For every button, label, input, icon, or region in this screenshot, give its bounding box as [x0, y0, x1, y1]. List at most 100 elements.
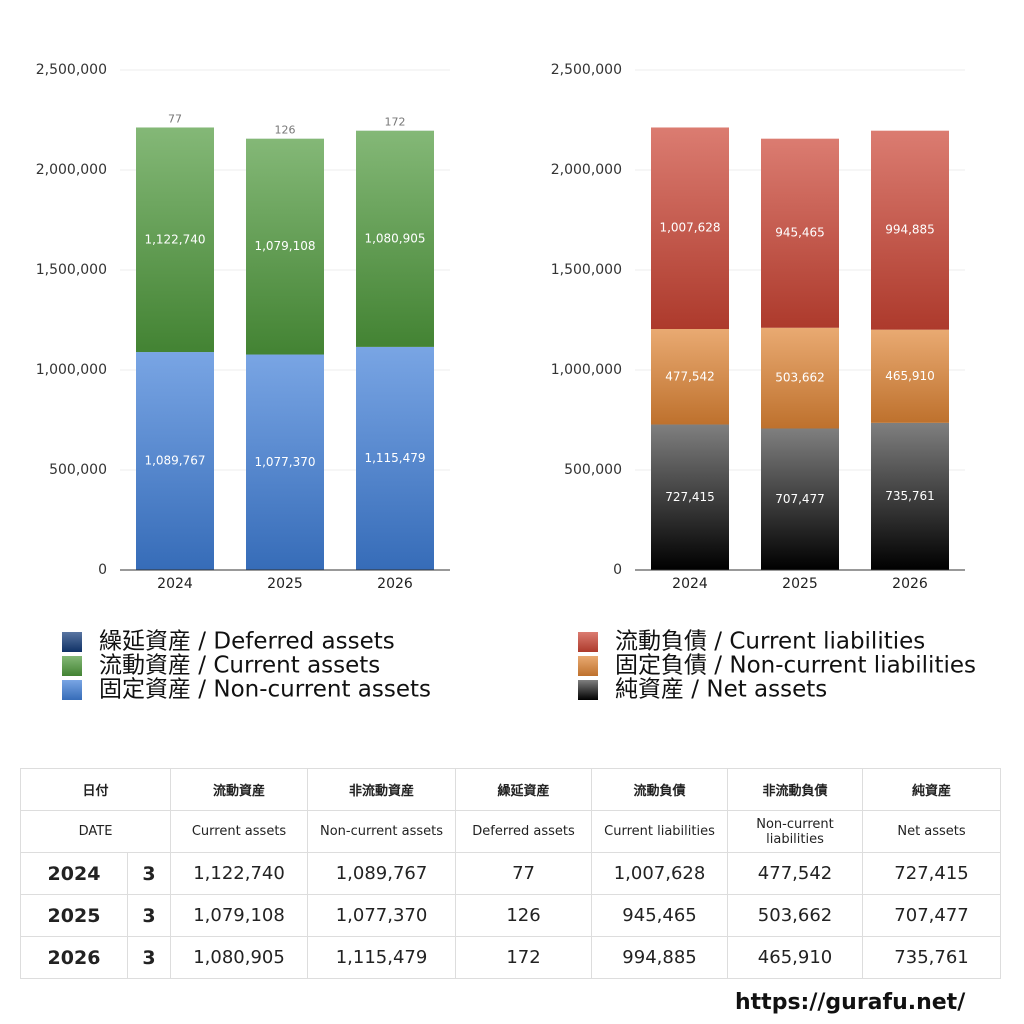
table-cell: 日付 [19, 768, 172, 811]
table-cell: 純資産 [862, 768, 1002, 811]
value-label: 1,007,628 [659, 221, 720, 235]
table-cell: 繰延資産 [455, 768, 593, 811]
bar-segment [136, 352, 214, 570]
value-label: 1,089,767 [144, 454, 205, 468]
y-tick-label: 500,000 [564, 462, 622, 478]
legend-swatch [62, 632, 82, 652]
bar-segment [651, 424, 729, 570]
value-label: 503,662 [775, 371, 825, 385]
value-label: 77 [168, 112, 182, 125]
value-label: 994,885 [885, 223, 935, 237]
legend-swatch [578, 680, 598, 700]
table-cell: 流動負債 [591, 768, 729, 811]
table-cell: 3 [126, 894, 172, 937]
bar-segment [246, 354, 324, 570]
y-tick-label: 1,000,000 [36, 362, 107, 378]
table-cell: 126 [455, 894, 593, 937]
bar-segment [136, 127, 214, 353]
table-cell: 727,415 [862, 852, 1002, 895]
value-label: 1,080,905 [364, 231, 425, 245]
bar-segment [651, 329, 729, 425]
legend-swatch [578, 632, 598, 652]
table-cell: Current liabilities [591, 810, 729, 853]
table-cell: 1,080,905 [170, 936, 309, 979]
legend-swatch [578, 656, 598, 676]
table-cell: 707,477 [862, 894, 1002, 937]
value-label: 707,477 [775, 492, 825, 506]
value-label: 945,465 [775, 226, 825, 240]
table-cell: 465,910 [727, 936, 864, 979]
table-cell: 1,079,108 [170, 894, 309, 937]
y-tick-label: 0 [613, 562, 622, 578]
legend-label: 純資産 / Net assets [615, 677, 827, 703]
bar-segment [761, 138, 839, 328]
table-cell: Net assets [862, 810, 1002, 853]
bar-segment [651, 127, 729, 330]
bar-segment [871, 130, 949, 330]
table-cell: 1,115,479 [307, 936, 457, 979]
y-tick-label: 1,500,000 [36, 262, 107, 278]
charts: 0 500,000 1,000,000 1,500,000 2,000,000 2,500… [36, 62, 976, 703]
legend-label: 流動負債 / Current liabilities [615, 629, 925, 655]
legend-label: 繰延資産 / Deferred assets [99, 629, 395, 655]
legend-swatch [62, 656, 82, 676]
legend-label: 固定資産 / Non-current assets [99, 677, 431, 703]
y-tick-label: 2,500,000 [551, 62, 622, 78]
x-tick-label: 2024 [672, 576, 708, 592]
bar-segment [356, 346, 434, 570]
table-cell: 77 [455, 852, 593, 895]
x-tick-label: 2025 [267, 576, 303, 592]
table-cell: 1,122,740 [170, 852, 309, 895]
value-label: 1,079,108 [254, 239, 315, 253]
y-tick-label: 0 [98, 562, 107, 578]
table-cell: 1,077,370 [307, 894, 457, 937]
legend-label: 固定負債 / Non-current liabilities [615, 653, 976, 679]
x-tick-label: 2026 [377, 576, 413, 592]
bar-segment [761, 327, 839, 429]
table-cell: 477,542 [727, 852, 864, 895]
value-label: 1,077,370 [254, 455, 315, 469]
bar-segment [761, 428, 839, 570]
table-cell: 735,761 [862, 936, 1002, 979]
value-label: 172 [385, 116, 406, 129]
table-cell: DATE [19, 810, 172, 853]
table-cell: 503,662 [727, 894, 864, 937]
data-row: 2026 3 1,080,905 1,115,479 172 994,885 465,910… [20, 936, 1002, 979]
table-cell: 非流動負債 [727, 768, 864, 811]
table-cell: 1,089,767 [307, 852, 457, 895]
value-label: 1,122,740 [144, 232, 205, 246]
y-tick-label: 2,000,000 [36, 162, 107, 178]
y-tick-label: 2,500,000 [36, 62, 107, 78]
table-cell: 994,885 [591, 936, 729, 979]
bar-segment [871, 329, 949, 423]
y-tick-label: 1,500,000 [551, 262, 622, 278]
header-row: 日付 流動資産 非流動資産 繰延資産 流動負債 非流動負債 純資産 [19, 768, 1002, 811]
y-tick-label: 2,000,000 [551, 162, 622, 178]
value-label: 126 [275, 124, 296, 137]
table-cell: Current assets [170, 810, 309, 853]
y-tick-label: 500,000 [49, 462, 107, 478]
legend-swatch [62, 680, 82, 700]
bar-segment [246, 138, 324, 355]
footer-url: https://gurafu.net/ [735, 990, 966, 1015]
table-cell: 2024 [20, 852, 128, 895]
y-tick-label: 1,000,000 [551, 362, 622, 378]
legend-label: 流動資産 / Current assets [99, 653, 380, 679]
table-cell: 2026 [20, 936, 128, 979]
value-label: 735,761 [885, 489, 935, 503]
value-label: 465,910 [885, 369, 935, 383]
data-row: 2024 3 1,122,740 1,089,767 77 1,007,628 477,54… [20, 852, 1002, 895]
value-label: 477,542 [665, 369, 715, 383]
table-cell: 2025 [20, 894, 128, 937]
x-tick-label: 2026 [892, 576, 928, 592]
table-cell: 1,007,628 [591, 852, 729, 895]
table-cell: 非流動資産 [307, 768, 457, 811]
table-cell: 流動資産 [170, 768, 309, 811]
table-cell: Non-current assets [307, 810, 457, 853]
value-label: 1,115,479 [364, 451, 425, 465]
table-cell: 945,465 [591, 894, 729, 937]
value-label: 727,415 [665, 490, 715, 504]
x-tick-label: 2025 [782, 576, 818, 592]
bar-segment [871, 422, 949, 570]
